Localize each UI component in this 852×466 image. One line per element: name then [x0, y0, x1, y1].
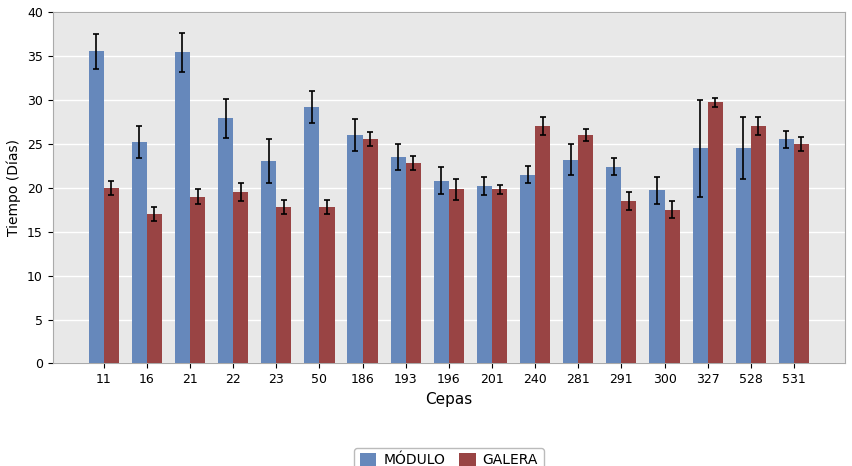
Bar: [477, 186, 492, 363]
Bar: [735, 148, 751, 363]
Bar: [779, 139, 794, 363]
Bar: [390, 157, 406, 363]
Bar: [406, 163, 421, 363]
Bar: [449, 190, 464, 363]
Bar: [535, 126, 550, 363]
Bar: [147, 214, 162, 363]
Bar: [434, 181, 449, 363]
Bar: [665, 210, 680, 363]
Bar: [492, 190, 507, 363]
Bar: [233, 192, 248, 363]
Bar: [175, 52, 190, 363]
Bar: [693, 148, 708, 363]
Bar: [621, 201, 636, 363]
Bar: [132, 142, 147, 363]
Bar: [649, 190, 665, 363]
Bar: [363, 139, 377, 363]
Bar: [708, 103, 722, 363]
Bar: [563, 159, 579, 363]
Bar: [304, 107, 320, 363]
Bar: [218, 118, 233, 363]
Bar: [262, 161, 276, 363]
Bar: [607, 167, 621, 363]
Bar: [276, 207, 291, 363]
Bar: [794, 144, 809, 363]
Bar: [348, 135, 363, 363]
Legend: MÓDULO, GALERA: MÓDULO, GALERA: [354, 448, 544, 466]
Bar: [320, 207, 335, 363]
Bar: [104, 188, 118, 363]
Bar: [190, 197, 205, 363]
X-axis label: Cepas: Cepas: [425, 392, 473, 407]
Bar: [579, 135, 593, 363]
Bar: [751, 126, 766, 363]
Bar: [520, 175, 535, 363]
Y-axis label: Tiempo (Días): Tiempo (Días): [7, 139, 21, 236]
Bar: [89, 51, 104, 363]
